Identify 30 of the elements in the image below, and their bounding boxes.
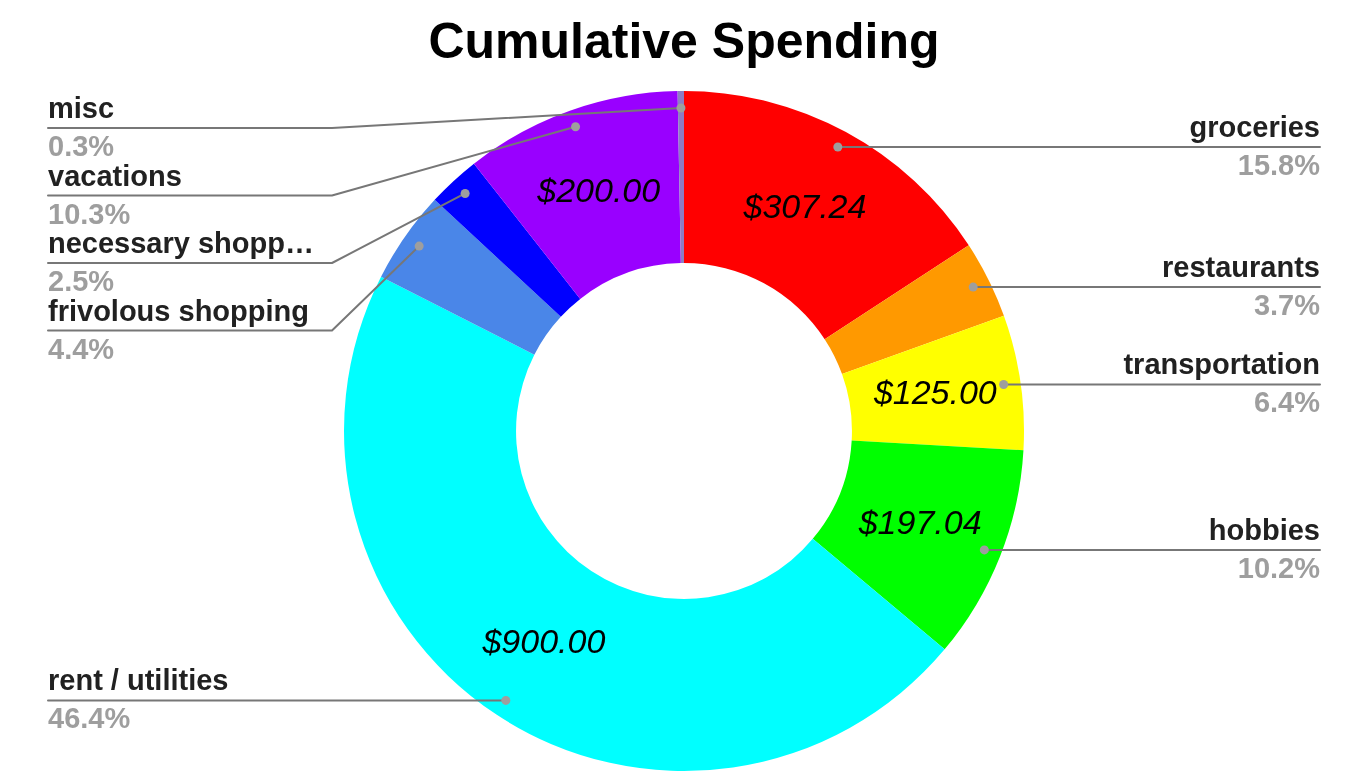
data-label: 2.5% <box>48 265 115 297</box>
slice-label: transportation <box>1123 348 1320 381</box>
donut-slice <box>677 91 684 264</box>
slice-label: necessary shopp… <box>48 227 314 259</box>
donut-slice <box>473 91 681 299</box>
data-label: 6.4% <box>1253 386 1321 419</box>
data-label: 15.8% <box>1237 148 1321 181</box>
donut-slice <box>684 91 969 340</box>
text: $125.00 <box>873 373 997 412</box>
data-label: 10.2% <box>1237 551 1321 584</box>
slice-label: rent / utilities <box>48 664 229 697</box>
donut-slice <box>824 245 1004 375</box>
slice-label: frivolous shopping <box>48 294 309 327</box>
slice-label: vacations <box>48 159 182 192</box>
text: $197.04 <box>858 503 982 542</box>
data-label: 10.3% <box>48 197 131 230</box>
slice-label: misc <box>48 92 115 124</box>
data-label: 0.3% <box>48 130 115 162</box>
slice-label: groceries <box>1189 110 1320 143</box>
data-label: 46.4% <box>48 702 131 735</box>
text: $200.00 <box>537 170 661 209</box>
donut-slice <box>812 440 1024 650</box>
donut-slice <box>842 315 1024 451</box>
slice-label: restaurants <box>1162 251 1320 284</box>
slice-label: hobbies <box>1208 513 1320 546</box>
text: $307.24 <box>743 186 867 225</box>
text: $900.00 <box>482 621 606 660</box>
data-label: 3.7% <box>1253 289 1321 322</box>
data-label: 4.4% <box>48 332 115 365</box>
chart-title: Cumulative Spending <box>428 13 940 69</box>
